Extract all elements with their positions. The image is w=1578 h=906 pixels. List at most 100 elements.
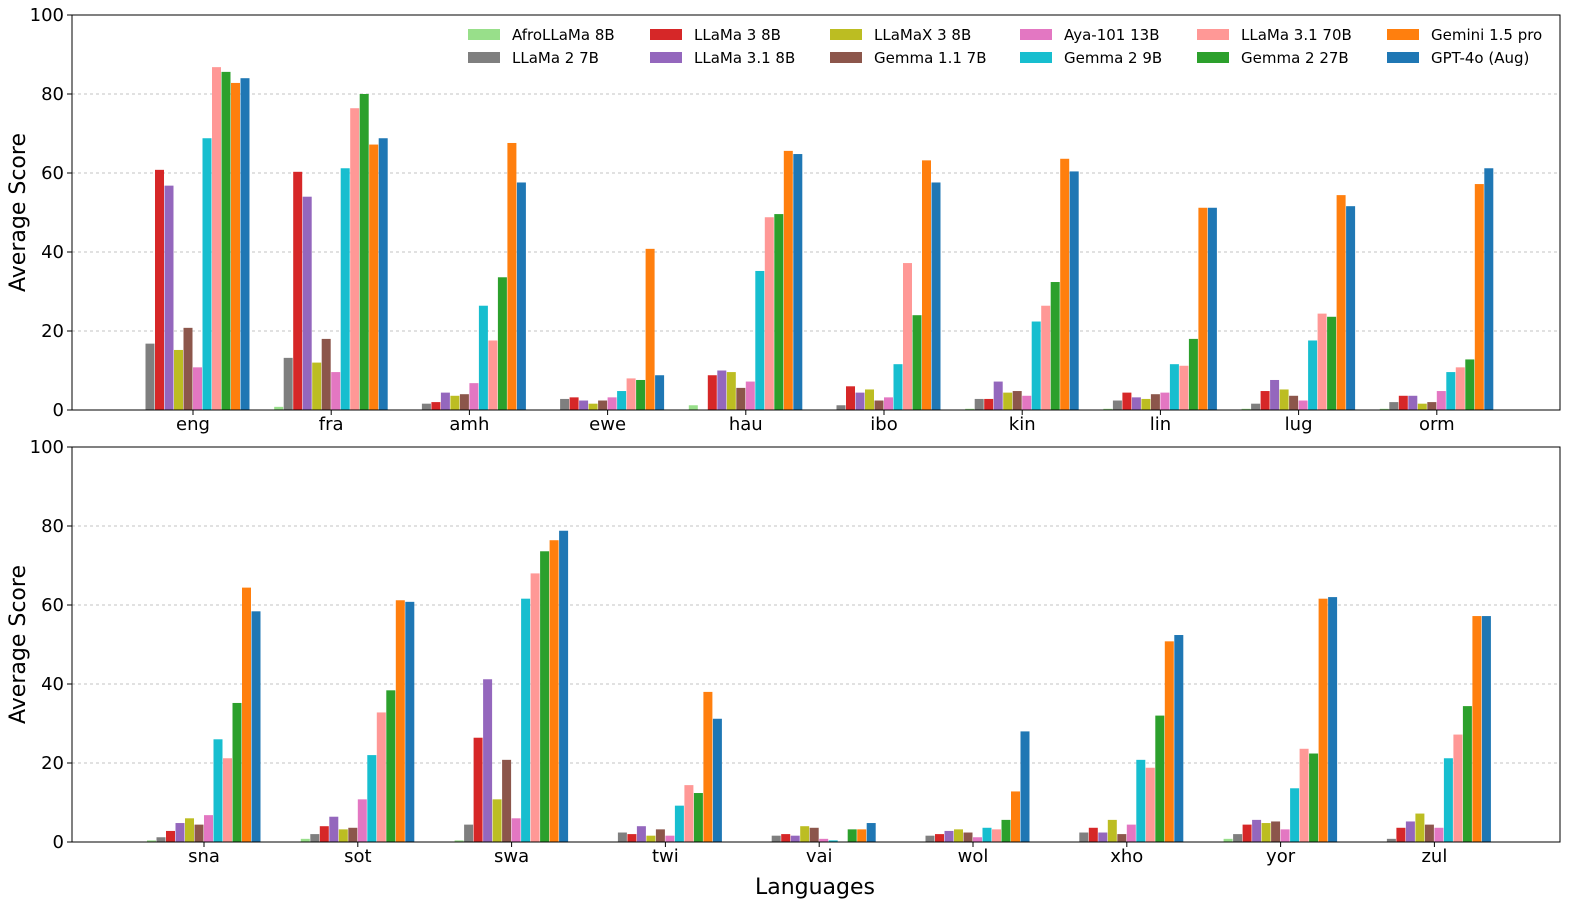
legend-swatch bbox=[1387, 52, 1419, 63]
bar-amh-gemma-2-9b bbox=[478, 305, 488, 410]
bar-lin-llama-3-1-70b bbox=[1179, 365, 1189, 410]
bar-zul-gemini-1-5-pro bbox=[1472, 616, 1482, 842]
bar-ewe-gemma-2-27b bbox=[636, 379, 646, 410]
bar-eng-gpt-4o-aug- bbox=[240, 78, 250, 410]
legend-swatch bbox=[650, 29, 682, 40]
bar-xho-llama-3-1-70b bbox=[1145, 767, 1155, 842]
bar-swa-aya-101-13b bbox=[511, 818, 521, 842]
bar-eng-gemma-1-1-7b bbox=[183, 327, 193, 410]
bar-sna-gemini-1-5-pro bbox=[242, 587, 251, 842]
bar-sot-llama-3-1-8b bbox=[329, 816, 339, 842]
bar-xho-gemma-2-27b bbox=[1155, 715, 1165, 842]
bar-fra-gemma-2-27b bbox=[359, 94, 369, 410]
bar-hau-gpt-4o-aug- bbox=[793, 154, 803, 410]
bar-yor-llama-3-1-8b bbox=[1252, 819, 1262, 842]
x-tick-label-ewe: ewe bbox=[589, 414, 626, 435]
bar-zul-gemma-2-27b bbox=[1462, 706, 1472, 842]
bar-yor-gemma-2-9b bbox=[1290, 788, 1300, 842]
bar-lug-gemma-1-1-7b bbox=[1289, 395, 1299, 410]
legend-label: LLaMa 2 7B bbox=[512, 49, 599, 67]
y-tick-label: 100 bbox=[30, 5, 64, 26]
bar-wol-gemma-1-1-7b bbox=[963, 832, 973, 842]
legend-label: GPT-4o (Aug) bbox=[1431, 49, 1529, 67]
bar-lug-llama-3-8b bbox=[1260, 391, 1270, 410]
bar-twi-llamax-3-8b bbox=[646, 835, 656, 842]
bar-yor-gpt-4o-aug- bbox=[1328, 597, 1338, 842]
x-tick-label-fra: fra bbox=[319, 414, 344, 435]
bar-kin-afrollama-8b bbox=[965, 408, 975, 410]
bar-orm-llamax-3-8b bbox=[1417, 403, 1427, 410]
bar-vai-llama-3-8b bbox=[781, 834, 791, 842]
bar-yor-llama-3-8b bbox=[1242, 824, 1252, 842]
bar-ibo-aya-101-13b bbox=[884, 397, 893, 410]
bar-eng-llama-3-1-70b bbox=[212, 67, 221, 410]
y-tick-label: 40 bbox=[41, 674, 64, 695]
x-tick-label-amh: amh bbox=[449, 414, 489, 435]
bar-kin-gpt-4o-aug- bbox=[1069, 171, 1079, 410]
bar-twi-gpt-4o-aug- bbox=[712, 718, 722, 842]
bar-sot-gemma-2-27b bbox=[386, 690, 396, 842]
bar-zul-gemma-2-9b bbox=[1443, 758, 1453, 842]
legend-label: LLaMa 3.1 70B bbox=[1241, 26, 1352, 44]
bar-sna-llama-3-1-8b bbox=[175, 823, 185, 842]
bar-vai-gpt-4o-aug- bbox=[866, 823, 876, 842]
bar-hau-gemma-2-27b bbox=[774, 214, 784, 410]
bar-xho-llama-2-7b bbox=[1079, 832, 1089, 842]
bar-orm-aya-101-13b bbox=[1436, 391, 1446, 410]
bar-orm-gemma-2-27b bbox=[1465, 359, 1475, 410]
legend-label: LLaMaX 3 8B bbox=[874, 26, 971, 44]
bar-sna-afrollama-8b bbox=[147, 840, 156, 842]
bar-eng-llama-3-1-8b bbox=[164, 185, 174, 410]
legend-label: Gemini 1.5 pro bbox=[1431, 26, 1542, 44]
legend-label: Gemma 2 27B bbox=[1241, 49, 1349, 67]
x-tick-label-orm: orm bbox=[1419, 414, 1455, 435]
bar-swa-llama-3-1-8b bbox=[483, 679, 493, 842]
bar-vai-llama-2-7b bbox=[771, 835, 781, 842]
bar-vai-aya-101-13b bbox=[819, 838, 829, 842]
bar-orm-gemma-2-9b bbox=[1446, 372, 1456, 410]
bar-ewe-aya-101-13b bbox=[607, 397, 617, 410]
bar-orm-afrollama-8b bbox=[1379, 408, 1389, 410]
bar-sot-gemma-1-1-7b bbox=[348, 827, 358, 842]
bar-lin-llama-3-8b bbox=[1122, 392, 1132, 410]
bar-yor-afrollama-8b bbox=[1223, 838, 1233, 842]
legend-swatch bbox=[468, 29, 500, 40]
legend-swatch bbox=[1387, 29, 1419, 40]
bar-zul-aya-101-13b bbox=[1434, 827, 1444, 842]
bar-xho-gemma-1-1-7b bbox=[1117, 834, 1127, 842]
bar-ewe-llamax-3-8b bbox=[588, 403, 598, 410]
y-tick-label: 80 bbox=[41, 84, 64, 105]
bar-lug-llamax-3-8b bbox=[1279, 389, 1289, 410]
bar-fra-llama-3-8b bbox=[293, 171, 303, 410]
bar-ibo-gpt-4o-aug- bbox=[931, 182, 941, 410]
bar-hau-gemma-1-1-7b bbox=[736, 387, 746, 410]
bar-ewe-gemini-1-5-pro bbox=[645, 248, 655, 410]
bar-vai-llama-3-1-8b bbox=[790, 835, 800, 842]
bar-kin-gemma-2-9b bbox=[1031, 321, 1041, 410]
bar-hau-gemma-2-9b bbox=[755, 270, 765, 410]
bar-ibo-gemini-1-5-pro bbox=[922, 160, 931, 410]
bar-amh-gemini-1-5-pro bbox=[507, 142, 517, 411]
bar-fra-gemma-2-9b bbox=[340, 168, 350, 410]
plot-frame bbox=[71, 446, 1561, 843]
bar-vai-llamax-3-8b bbox=[800, 826, 810, 842]
bar-amh-llama-3-1-70b bbox=[488, 340, 498, 410]
bar-wol-gemma-2-9b bbox=[982, 827, 992, 842]
legend-swatch bbox=[1197, 52, 1229, 63]
x-tick-label-swa: swa bbox=[494, 846, 529, 867]
bar-ibo-llama-2-7b bbox=[836, 405, 846, 410]
bar-kin-llama-2-7b bbox=[974, 398, 984, 410]
bar-yor-gemini-1-5-pro bbox=[1318, 598, 1328, 842]
bar-yor-llama-3-1-70b bbox=[1299, 748, 1309, 842]
bar-lug-llama-2-7b bbox=[1251, 403, 1261, 410]
bar-orm-llama-2-7b bbox=[1389, 402, 1399, 410]
bar-zul-llama-2-7b bbox=[1386, 838, 1396, 842]
bar-kin-gemma-1-1-7b bbox=[1012, 391, 1022, 410]
bar-swa-gemma-2-27b bbox=[540, 551, 550, 842]
y-tick-label: 0 bbox=[53, 400, 64, 421]
bar-zul-gemma-1-1-7b bbox=[1424, 824, 1434, 842]
y-tick-label: 20 bbox=[41, 753, 64, 774]
bar-ewe-gemma-1-1-7b bbox=[598, 400, 608, 410]
bar-twi-gemini-1-5-pro bbox=[703, 691, 713, 842]
bar-xho-aya-101-13b bbox=[1126, 824, 1136, 842]
